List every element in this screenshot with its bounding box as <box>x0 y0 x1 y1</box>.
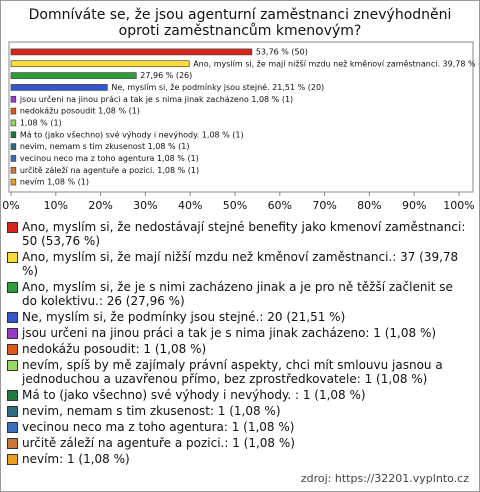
bar <box>10 84 108 91</box>
bar-value-label: 1,08 % (1) <box>20 118 62 127</box>
legend-item: Ano, myslím si, že mají nižší mzdu než k… <box>7 250 471 278</box>
legend-swatch <box>7 252 18 263</box>
bar-value-label: určitě záleží na agentuře a pozici. 1,08… <box>20 165 199 175</box>
x-tick-label: 20% <box>88 199 112 212</box>
bar <box>10 178 17 186</box>
legend-swatch <box>7 312 18 323</box>
legend-swatch <box>7 390 18 401</box>
legend-label: Ne, myslím si, že podmínky jsou stejné.:… <box>22 310 346 324</box>
legend-swatch <box>7 360 18 371</box>
legend-swatch <box>7 422 18 433</box>
legend-swatch <box>7 454 18 465</box>
x-tick-label: 10% <box>44 199 68 212</box>
legend-swatch <box>7 406 18 417</box>
chart-title: Domníváte se, že jsou agenturní zaměstna… <box>28 7 452 39</box>
x-tick-label: 90% <box>402 199 426 212</box>
legend-item: určitě záleží na agentuře a pozici.: 1 (… <box>7 436 471 450</box>
x-tick-label: 60% <box>268 199 292 212</box>
x-tick-label: 100% <box>443 199 474 212</box>
legend-label: nevim, nemam s tim zkusenost: 1 (1,08 %) <box>22 404 281 418</box>
x-tick-label: 50% <box>223 199 247 212</box>
bar <box>10 72 137 79</box>
legend-label: Ano, myslím si, že je s nimi zacházeno j… <box>22 280 453 308</box>
bar-value-label: nedokážu posoudit 1,08 % (1) <box>20 107 140 116</box>
bar <box>10 107 17 115</box>
legend-item: nevím, spíš by mě zajímaly právní aspekt… <box>7 358 471 386</box>
bar <box>10 119 17 127</box>
legend-label: určitě záleží na agentuře a pozici.: 1 (… <box>22 436 295 450</box>
bar <box>10 155 17 162</box>
bar <box>10 143 17 150</box>
legend-label: vecinou neco ma z toho agentura: 1 (1,08… <box>22 420 295 434</box>
chart: 0% 10% 20% 30% 40% 50% 60% 70% 80% 90% 100% 53,76 %… <box>2 41 479 212</box>
source: zdroj: https://32201.vyplnto.cz <box>300 472 469 485</box>
x-tick-label: 80% <box>357 199 381 212</box>
legend-item: nedokážu posoudit: 1 (1,08 %) <box>7 342 471 356</box>
legend-item: Ne, myslím si, že podmínky jsou stejné.:… <box>7 310 471 324</box>
legend-label: Má to (jako všechno) své výhody i nevýho… <box>22 388 366 402</box>
legend-swatch <box>7 282 18 293</box>
bar <box>10 60 190 68</box>
x-tick-label: 40% <box>178 199 202 212</box>
legend-item: Má to (jako všechno) své výhody i nevýho… <box>7 388 471 402</box>
legend-label: Ano, myslím si, že mají nižší mzdu než k… <box>22 250 459 278</box>
x-tick-label: 30% <box>133 199 157 212</box>
legend-label: nevím, spíš by mě zajímaly právní aspekt… <box>22 358 443 386</box>
x-tick-label: 0% <box>2 199 19 212</box>
legend-label: jsou určeni na jinou práci a tak je s ni… <box>22 326 437 340</box>
plot-frame <box>8 41 474 193</box>
bar-value-label: 53,76 % (50) <box>256 47 308 56</box>
legend-label: nevím: 1 (1,08 %) <box>22 452 130 466</box>
bar <box>10 131 17 139</box>
legend-item: nevim, nemam s tim zkusenost: 1 (1,08 %) <box>7 404 471 418</box>
legend: Ano, myslím si, že nedostávají stejné be… <box>1 218 479 466</box>
legend-label: Ano, myslím si, že nedostávají stejné be… <box>22 220 466 248</box>
bar-value-label: Má to (jako všechno) své výhody i nevýho… <box>20 129 244 139</box>
legend-swatch <box>7 328 18 339</box>
legend-item: nevím: 1 (1,08 %) <box>7 452 471 466</box>
bar <box>10 95 17 103</box>
bar-value-label: vecinou neco ma z toho agentura 1,08 % (… <box>20 154 199 163</box>
bar-value-label: nevím 1,08 % (1) <box>20 178 89 187</box>
bar-value-label: Ano, myslím si, že mají nižší mzdu než k… <box>193 58 479 68</box>
legend-label: nedokážu posoudit: 1 (1,08 %) <box>22 342 207 356</box>
bar-value-label: 27,96 % (26) <box>140 71 192 80</box>
bar <box>10 166 17 174</box>
bar-value-label: nevim, nemam s tim zkusenost 1,08 % (1) <box>20 142 190 151</box>
legend-item: Ano, myslím si, že je s nimi zacházeno j… <box>7 280 471 308</box>
legend-item: vecinou neco ma z toho agentura: 1 (1,08… <box>7 420 471 434</box>
legend-swatch <box>7 222 18 233</box>
x-tick-label: 70% <box>312 199 336 212</box>
bar <box>10 48 253 56</box>
bar-value-label: Ne, myslím si, že podmínky jsou stejné. … <box>111 82 324 92</box>
legend-item: Ano, myslím si, že nedostávají stejné be… <box>7 220 471 248</box>
legend-swatch <box>7 438 18 449</box>
legend-item: jsou určeni na jinou práci a tak je s ni… <box>7 326 471 340</box>
bar-value-label: jsou určeni na jinou práci a tak je s ni… <box>19 94 293 104</box>
legend-swatch <box>7 344 18 355</box>
